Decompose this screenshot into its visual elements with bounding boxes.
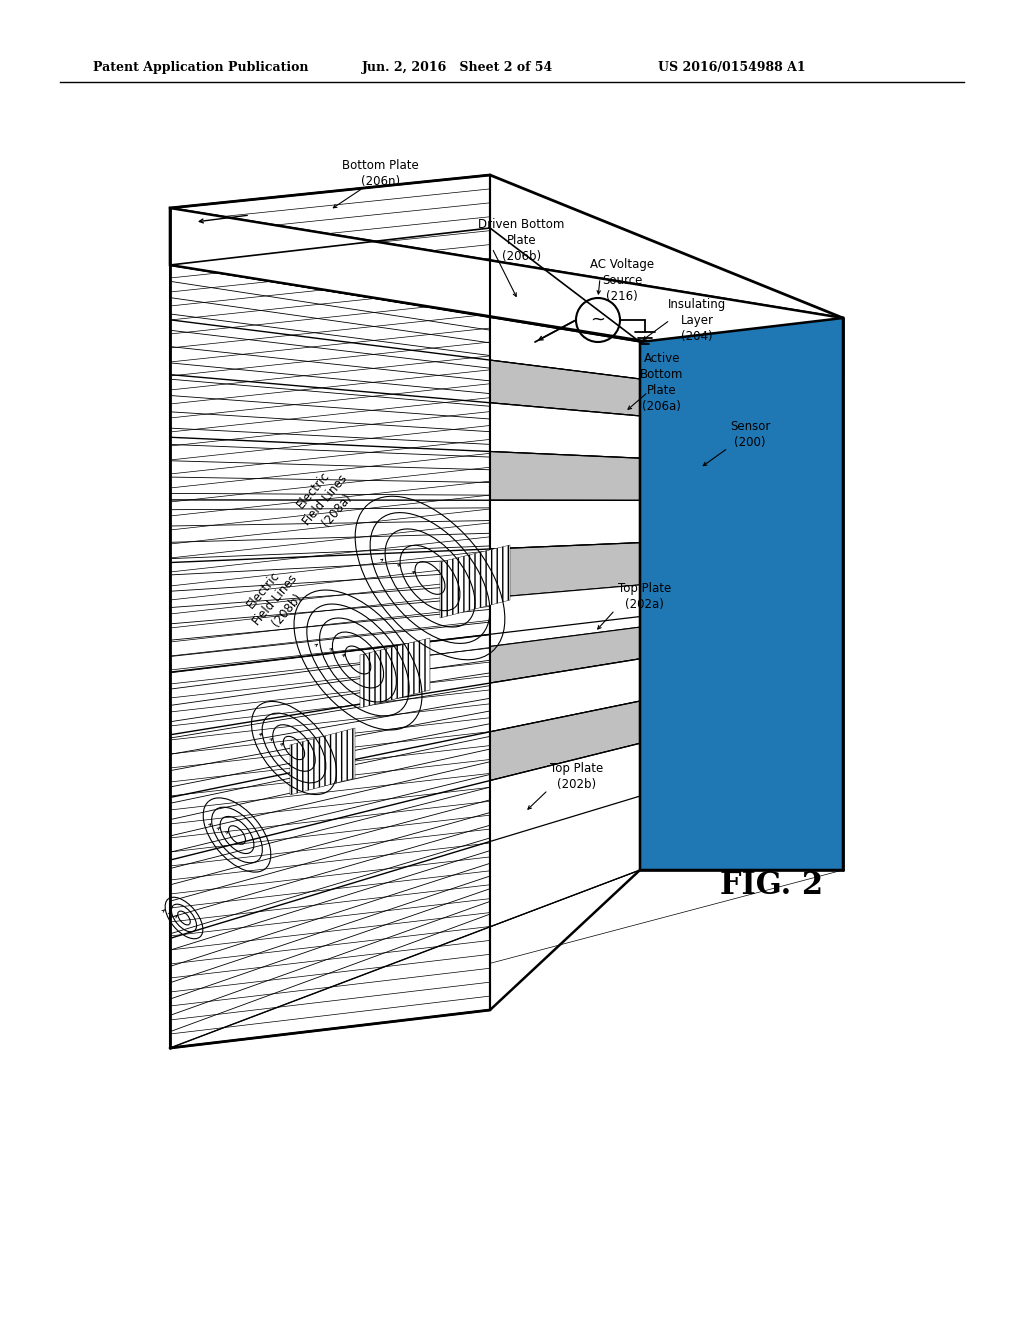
Text: Bottom Plate
(206n): Bottom Plate (206n) (342, 158, 419, 187)
Polygon shape (640, 318, 843, 870)
Polygon shape (640, 528, 843, 585)
Text: Active
Bottom
Plate
(206a): Active Bottom Plate (206a) (640, 352, 683, 413)
Polygon shape (640, 693, 843, 743)
Polygon shape (490, 659, 640, 731)
Polygon shape (640, 395, 843, 458)
Polygon shape (640, 616, 843, 659)
Polygon shape (490, 701, 640, 780)
Text: Electric
Field Lines
(208b): Electric Field Lines (208b) (238, 562, 312, 639)
Polygon shape (640, 318, 843, 870)
Polygon shape (170, 265, 843, 1048)
Text: Patent Application Publication: Patent Application Publication (93, 62, 308, 74)
Polygon shape (640, 572, 843, 627)
Polygon shape (360, 638, 430, 708)
Text: Electric
Field Lines
(208a): Electric Field Lines (208a) (288, 462, 362, 539)
Polygon shape (640, 318, 843, 379)
Polygon shape (490, 543, 640, 598)
Text: Sensor
(200): Sensor (200) (730, 420, 770, 449)
Polygon shape (640, 440, 843, 500)
Text: ~: ~ (591, 312, 605, 329)
Polygon shape (440, 545, 510, 618)
Polygon shape (640, 738, 843, 870)
Polygon shape (490, 360, 640, 416)
Polygon shape (490, 403, 640, 458)
Polygon shape (640, 483, 843, 543)
Polygon shape (490, 500, 640, 549)
Text: US 2016/0154988 A1: US 2016/0154988 A1 (658, 62, 806, 74)
Polygon shape (640, 649, 843, 701)
Polygon shape (490, 451, 640, 500)
Polygon shape (490, 317, 640, 379)
Text: Top Plate
(202a): Top Plate (202a) (618, 582, 672, 611)
Text: Top Plate
(202b): Top Plate (202b) (550, 762, 603, 791)
Polygon shape (170, 176, 490, 1048)
Polygon shape (490, 743, 640, 927)
Text: Driven Bottom
Plate
(206b): Driven Bottom Plate (206b) (478, 218, 564, 263)
Polygon shape (170, 209, 843, 374)
Text: Insulating
Layer
(204): Insulating Layer (204) (668, 298, 726, 343)
Polygon shape (490, 585, 640, 647)
Polygon shape (640, 356, 843, 416)
Polygon shape (170, 209, 843, 374)
Polygon shape (490, 627, 640, 682)
Text: AC Voltage
Source
(216): AC Voltage Source (216) (590, 257, 654, 304)
Polygon shape (290, 729, 355, 795)
Text: Jun. 2, 2016   Sheet 2 of 54: Jun. 2, 2016 Sheet 2 of 54 (362, 62, 553, 74)
Text: FIG. 2: FIG. 2 (720, 870, 823, 902)
